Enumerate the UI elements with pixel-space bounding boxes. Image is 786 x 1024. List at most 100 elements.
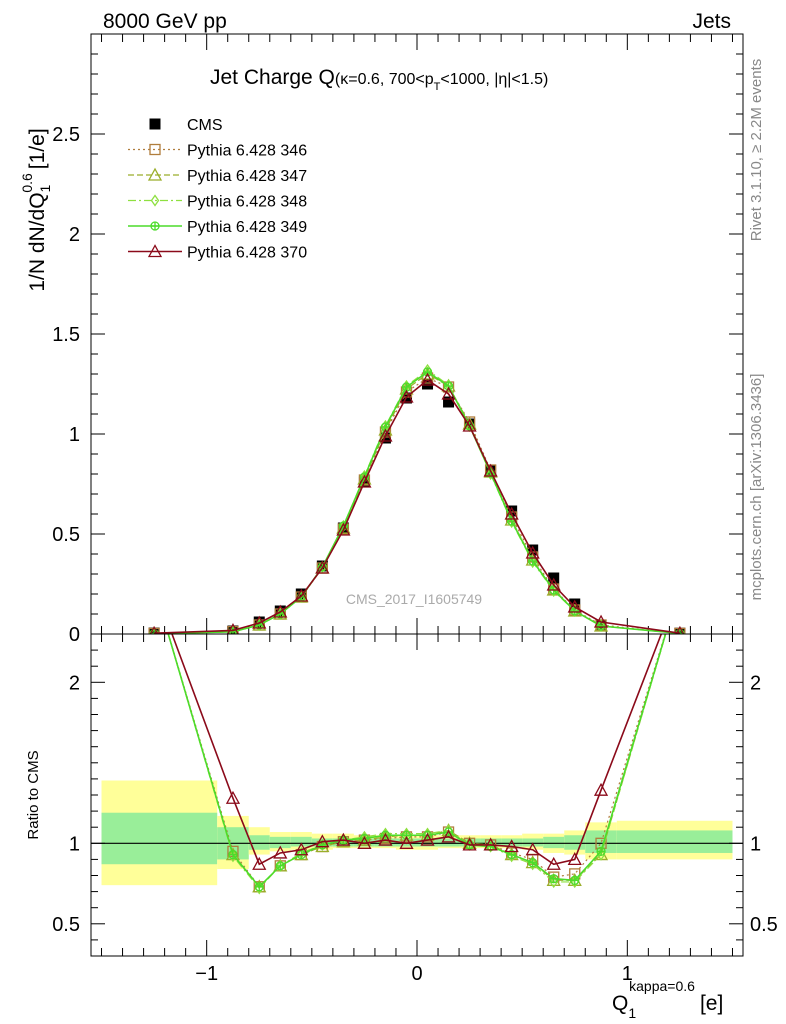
series-point [357,471,372,485]
series-point [336,522,351,536]
legend-marker [150,221,160,231]
ratio-band-green [585,830,617,853]
series-point [357,474,372,488]
ratio-point [336,832,351,846]
series-point [378,428,393,442]
legend-marker [150,194,160,207]
ratio-y-tick-label-right: 1 [750,833,761,855]
legend-marker [147,167,163,181]
series-point [507,515,516,529]
rivet-label: Rivet 3.1.10, ≥ 2.2M events [748,59,765,242]
series-point [675,625,685,634]
series-point [486,467,495,481]
ratio-point [378,832,393,846]
ratio-point [549,874,559,884]
ratio-band-green [616,830,733,853]
series-point [546,577,561,591]
ratio-point [357,835,372,849]
legend-label: Pythia 6.428 347 [187,168,307,185]
series-line [154,377,680,634]
ratio-point [567,852,582,866]
main-y-tick-label: 0.5 [52,524,80,546]
ratio-band-green [101,812,218,865]
x-axis-label-sup: kappa=0.6 [629,978,695,994]
ratio-point [252,856,267,870]
ratio-y-tick-label-left: 2 [69,672,80,694]
watermark: CMS_2017_I1605749 [346,591,482,607]
ratio-panel: 0.5 0.51 12 2 −1 0 1 Ratio to CMS Q1kappa=0.6… [25,633,778,1021]
series-point [504,506,519,520]
legend-entry: Pythia 6.428 346 [128,143,307,160]
ratio-band-green [290,836,312,847]
ratio-point [596,846,606,856]
ratio-point [483,837,498,851]
series-point [315,560,330,574]
chart-title-sub: (κ=0.6, 700<p [335,71,434,88]
ratio-point [549,875,559,889]
ratio-point [441,829,456,843]
ratio-point [275,861,285,871]
series-point [149,625,159,634]
ratio-band-green [564,835,586,850]
legend-label: CMS [187,117,223,134]
ratio-point [254,882,264,892]
energy-label: 8000 GeV pp [103,10,227,33]
legend-entry: Pythia 6.428 370 [128,244,307,262]
main-y-tick-label: 1.5 [52,324,80,346]
series-point [443,381,454,391]
legend-entry: Pythia 6.428 347 [128,167,307,185]
series-point [273,604,288,618]
ratio-point [315,834,330,848]
y-axis-label-main: 1/N dN/dQ [26,192,49,291]
legend-entry: Pythia 6.428 349 [128,219,307,236]
ratio-point [399,835,414,849]
x-axis-label-main: Q [612,992,628,1015]
series-point [441,386,456,400]
ratio-band-green [501,838,523,847]
ratio-x-tick-label: −1 [195,963,218,985]
series-point [252,615,267,629]
chart-title-main: Jet Charge Q [210,66,335,89]
main-y-tick-label: 1 [69,424,80,446]
ratio-ticks [91,634,743,956]
main-y-tick-label: 0 [69,624,80,646]
y-axis-label-sup: 0.6 [19,173,35,193]
series-line [154,379,681,634]
ratio-point [420,832,435,846]
ratio-frame [90,633,744,957]
legend: CMS Pythia 6.428 346 Pythia 6.428 347 Pythi… [128,117,307,262]
ratio-point [462,837,477,851]
series-point [528,555,537,569]
ratio-point [228,849,238,860]
ratio-point [357,832,372,846]
chart-title-sub-tail: <1000, |η|<1.5) [440,71,548,88]
series-point [399,381,414,395]
ratio-point [593,782,609,796]
ratio-x-tick-labels: −1 0 1 [195,963,633,985]
main-y-tick-label: 2 [69,224,80,246]
ratio-y-tick-label-right: 2 [750,672,761,694]
ratio-point [570,875,580,885]
ratio-point [273,845,288,859]
ratio-x-tick-label: 1 [622,963,633,985]
legend-entry: CMS [149,117,223,134]
legend-label: Pythia 6.428 349 [187,219,307,236]
ratio-series-4 [171,634,663,870]
ratio-series-3 [167,634,667,892]
series-point [462,418,477,432]
mcplots-label: mcplots.cern.ch [arXiv:1306.3436] [748,374,765,601]
y-axis-label: 1/N dN/dQ10.6 [1/e] [19,128,53,291]
ratio-point [546,856,561,870]
main-panel: 0 0.5 1 1.5 2 2.5 Jet Charge Q(κ=0.6, 700<pT<… [19,33,744,646]
series-point [567,599,582,613]
ratio-point [294,842,309,856]
y-axis-label-sub: 1 [37,184,53,192]
chart-title-sub-subscript: T [434,81,441,93]
main-series [148,363,686,634]
legend-marker [149,143,161,156]
ratio-band-green [248,835,270,850]
legend-label: Pythia 6.428 346 [187,143,307,160]
series-point [593,614,609,628]
x-axis-label-unit: [e] [700,992,723,1015]
